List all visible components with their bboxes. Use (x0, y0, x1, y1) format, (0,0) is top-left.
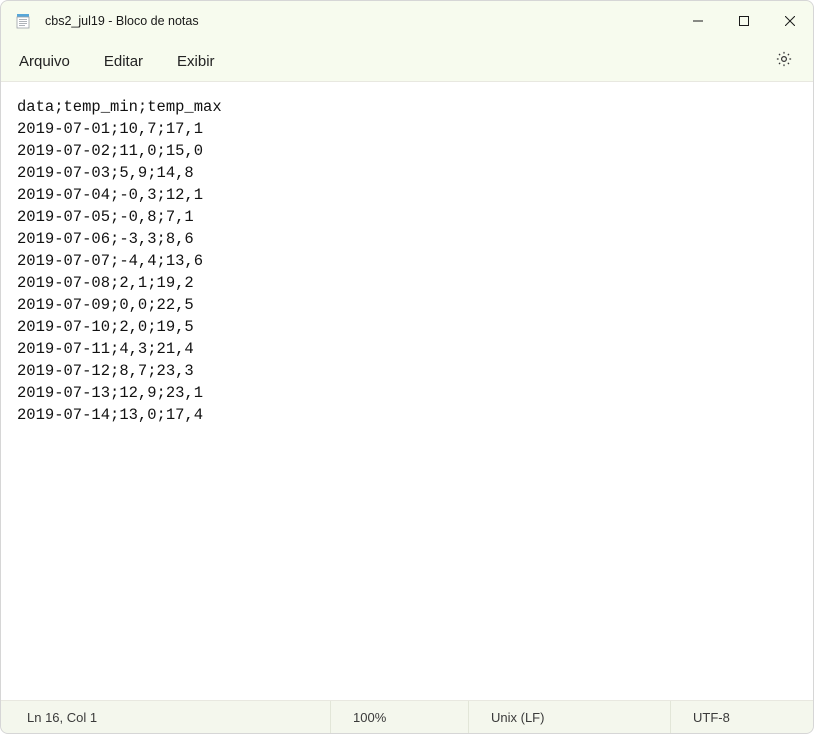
settings-button[interactable] (767, 44, 801, 78)
menubar: Arquivo Editar Exibir (1, 41, 813, 81)
statusbar: Ln 16, Col 1 100% Unix (LF) UTF-8 (1, 701, 813, 733)
maximize-button[interactable] (721, 1, 767, 41)
close-button[interactable] (767, 1, 813, 41)
text-editor[interactable] (1, 82, 813, 700)
gear-icon (775, 50, 793, 73)
titlebar: cbs2_jul19 - Bloco de notas (1, 1, 813, 41)
status-encoding: UTF-8 (671, 701, 813, 733)
window-controls (675, 1, 813, 41)
menu-edit[interactable]: Editar (92, 47, 155, 76)
window-title: cbs2_jul19 - Bloco de notas (45, 14, 199, 28)
status-cursor-position: Ln 16, Col 1 (1, 701, 331, 733)
notepad-window: cbs2_jul19 - Bloco de notas Arquivo Edit… (0, 0, 814, 734)
status-line-ending: Unix (LF) (469, 701, 671, 733)
status-zoom[interactable]: 100% (331, 701, 469, 733)
menu-view[interactable]: Exibir (165, 47, 227, 76)
minimize-button[interactable] (675, 1, 721, 41)
editor-area (1, 81, 813, 701)
menu-file[interactable]: Arquivo (7, 47, 82, 76)
notepad-app-icon (15, 13, 31, 29)
